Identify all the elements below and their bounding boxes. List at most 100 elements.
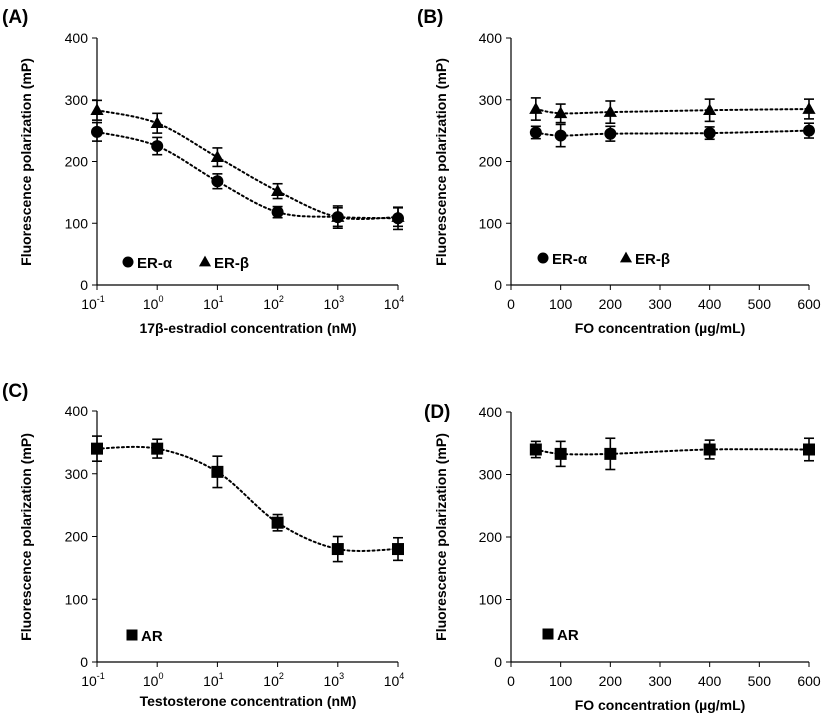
y-tick-label: 200 <box>479 154 503 170</box>
x-tick-exponent: 4 <box>399 294 404 304</box>
x-tick-base: 10 <box>384 296 400 312</box>
data-point <box>529 443 542 456</box>
data-point <box>391 210 405 222</box>
data-point <box>91 125 103 138</box>
legend-label: ER-β <box>214 255 249 272</box>
x-tick-base: 10 <box>143 673 159 689</box>
x-tick-label: 102 <box>263 671 284 689</box>
y-axis-title: Fluorescence polarization (mP) <box>18 433 34 641</box>
x-tick-base: 10 <box>263 296 279 312</box>
data-point <box>90 103 104 116</box>
x-tick-label: 300 <box>648 673 672 689</box>
trendline <box>534 108 810 115</box>
data-point <box>554 129 567 142</box>
y-tick-label: 300 <box>65 466 89 482</box>
x-tick-base: 10 <box>263 673 279 689</box>
y-tick-label: 200 <box>479 529 503 545</box>
legend-circle <box>537 252 549 264</box>
trendline <box>96 445 399 552</box>
legend-entry: ER-β <box>619 251 670 268</box>
y-tick-label: 0 <box>494 654 502 670</box>
panel-label: (D) <box>424 402 450 423</box>
x-tick-exponent: -1 <box>97 671 105 681</box>
series-ER-α <box>529 122 815 148</box>
x-tick-exponent: -1 <box>97 294 105 304</box>
x-tick-label: 200 <box>599 296 623 312</box>
data-point <box>150 116 164 129</box>
x-tick-label: 101 <box>203 294 224 312</box>
x-tick-label: 103 <box>324 294 345 312</box>
legend-entry: ER-α <box>537 251 588 268</box>
y-tick-label: 0 <box>80 277 88 293</box>
y-tick-label: 100 <box>479 592 503 608</box>
x-tick-exponent: 4 <box>399 671 404 681</box>
data-point <box>703 103 717 116</box>
series-ER-β <box>529 97 816 125</box>
y-tick-label: 200 <box>65 154 89 170</box>
x-tick-exponent: 0 <box>158 671 163 681</box>
x-tick-label: 600 <box>797 296 821 312</box>
x-tick-label: 500 <box>748 673 772 689</box>
series-AR <box>529 437 815 471</box>
data-point <box>271 516 284 529</box>
x-tick-base: 10 <box>203 673 219 689</box>
legend-label: ER-β <box>635 251 670 268</box>
y-tick-label: 0 <box>494 277 502 293</box>
legend-label: AR <box>141 628 163 645</box>
y-tick-label: 200 <box>65 529 89 545</box>
data-point <box>529 126 542 139</box>
y-axis-title: Fluorescence polarization (mP) <box>433 58 449 266</box>
y-tick-label: 100 <box>479 215 503 231</box>
data-point <box>211 175 224 188</box>
x-tick-label: 600 <box>797 673 821 689</box>
y-tick-label: 300 <box>479 467 503 483</box>
x-tick-label: 10-1 <box>81 294 105 312</box>
panel-label: (B) <box>417 7 443 28</box>
y-tick-label: 400 <box>479 404 503 420</box>
data-point <box>529 102 543 114</box>
x-tick-label: 500 <box>748 296 772 312</box>
x-tick-label: 100 <box>549 296 573 312</box>
y-tick-label: 400 <box>479 30 503 46</box>
panel-2: (B) 0 100 200 300 400 0 100 200 300 400 500 600 FO co… <box>417 7 821 336</box>
x-tick-base: 10 <box>324 296 340 312</box>
legend-square <box>542 628 554 640</box>
data-point <box>604 127 617 140</box>
legend-entry: ER-α <box>122 255 173 272</box>
legend-label: ER-α <box>552 251 588 268</box>
legend-entry: AR <box>542 627 579 644</box>
x-tick-label: 101 <box>203 671 224 689</box>
x-tick-label: 104 <box>384 671 405 689</box>
x-tick-label: 103 <box>324 671 345 689</box>
legend-label: AR <box>557 627 579 644</box>
y-axis-title: Fluorescence polarization (mP) <box>18 58 34 266</box>
x-axis-title: FO concentration (µg/mL) <box>575 320 746 336</box>
legend-circle <box>122 256 134 268</box>
y-tick-label: 300 <box>65 92 89 108</box>
panel-label: (A) <box>2 7 28 28</box>
legend-square <box>126 629 138 641</box>
x-tick-base: 10 <box>203 296 219 312</box>
x-tick-label: 10-1 <box>81 671 105 689</box>
y-tick-label: 300 <box>479 92 503 108</box>
data-point <box>703 443 716 456</box>
data-point <box>703 127 716 140</box>
x-tick-label: 400 <box>698 296 722 312</box>
data-point <box>91 442 103 455</box>
x-axis-title: 17β-estradiol concentration (nM) <box>139 320 356 336</box>
x-tick-exponent: 0 <box>158 294 163 304</box>
legend-entry: AR <box>126 628 163 645</box>
y-axis-title: Fluorescence polarization (mP) <box>433 433 449 641</box>
trendline <box>534 448 810 456</box>
legend-triangle <box>619 251 633 263</box>
x-tick-exponent: 3 <box>339 671 344 681</box>
data-point <box>803 443 815 456</box>
x-tick-label: 0 <box>507 296 515 312</box>
data-point <box>271 184 285 196</box>
y-tick-label: 0 <box>80 654 88 670</box>
panel-4: (D) 0 100 200 300 400 0 100 200 300 400 500 600 FO co… <box>424 402 821 713</box>
x-tick-exponent: 3 <box>339 294 344 304</box>
data-point <box>603 105 617 117</box>
x-tick-label: 102 <box>263 294 284 312</box>
